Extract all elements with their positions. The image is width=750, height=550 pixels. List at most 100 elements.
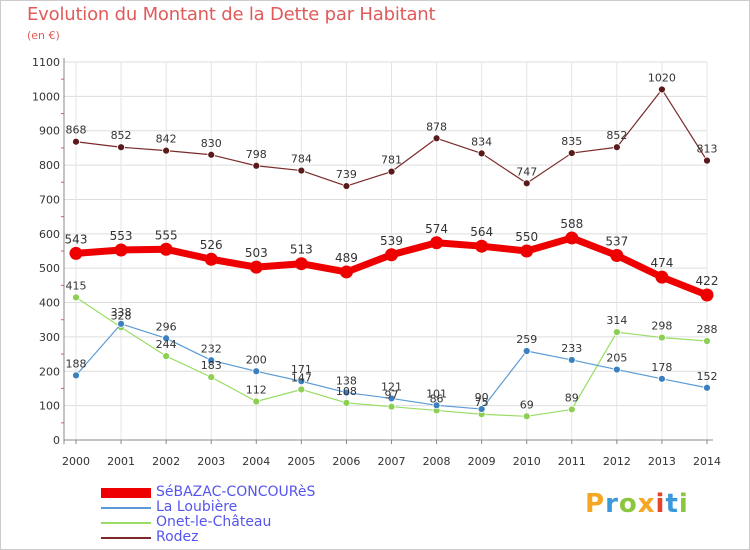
- series-1-data-label: 171: [291, 363, 312, 376]
- logo-letter: i: [678, 489, 689, 519]
- series-1-point: [162, 334, 171, 343]
- series-1-data-label: 296: [156, 320, 177, 333]
- legend-label: Onet-le-Château: [156, 514, 272, 530]
- series-0-data-label: 555: [155, 228, 178, 242]
- series-1-point: [703, 383, 711, 392]
- series-2-data-label: 244: [156, 338, 177, 351]
- series-0-point: [700, 288, 714, 302]
- x-tick-label: 2007: [378, 455, 406, 468]
- series-3-point: [72, 137, 80, 146]
- series-1-point: [477, 405, 486, 413]
- series-1-point: [342, 388, 351, 397]
- series-3-point: [342, 182, 351, 190]
- series-0-point: [69, 246, 83, 260]
- series-1-data-label: 259: [516, 333, 537, 346]
- series-2-data-label: 86: [430, 392, 444, 405]
- series-0-point: [610, 248, 624, 262]
- x-tick-label: 2009: [468, 455, 496, 468]
- logo-letter: o: [618, 489, 638, 519]
- series-1-data-label: 121: [381, 380, 402, 393]
- x-tick-label: 2010: [513, 455, 541, 468]
- series-1-point: [387, 394, 396, 403]
- x-tick-label: 2000: [62, 455, 90, 468]
- y-tick-label: 100: [39, 400, 60, 413]
- series-0-point: [114, 243, 128, 257]
- y-tick-label: 600: [39, 228, 60, 241]
- x-tick-label: 2008: [423, 455, 451, 468]
- logo-letter: i: [655, 489, 666, 519]
- series-1-point: [252, 367, 261, 376]
- series-1-data-label: 188: [66, 357, 87, 370]
- series-0-data-label: 513: [290, 243, 313, 257]
- series-3-data-label: 878: [426, 120, 447, 133]
- series-3-point: [703, 156, 711, 165]
- series-0-data-label: 564: [470, 225, 493, 239]
- legend-label: SéBAZAC-CONCOURèS: [156, 484, 316, 500]
- series-0-data-label: 503: [245, 246, 268, 260]
- series-2-data-label: 97: [385, 389, 399, 402]
- series-2-data-label: 288: [697, 323, 718, 336]
- series-0-data-label: 539: [380, 234, 403, 248]
- series-2-point: [252, 397, 261, 406]
- legend-label: La Loubière: [156, 499, 238, 515]
- series-1-data-label: 178: [651, 361, 672, 374]
- series-0-data-label: 588: [560, 217, 583, 231]
- series-3-data-label: 1020: [648, 71, 676, 84]
- series-2-data-label: 108: [336, 385, 357, 398]
- series-1-data-label: 101: [426, 387, 447, 400]
- series-3-point: [387, 167, 396, 176]
- series-2-data-label: 89: [565, 391, 579, 404]
- series-1-point: [207, 356, 216, 365]
- series-2-data-label: 75: [475, 396, 489, 409]
- series-1-data-label: 205: [606, 352, 627, 365]
- legend-swatch: [101, 522, 151, 524]
- x-tick-label: 2001: [107, 455, 135, 468]
- series-1-point: [522, 347, 531, 355]
- series-2-data-label: 314: [606, 314, 627, 327]
- series-3-point: [612, 143, 621, 152]
- series-2-data-label: 328: [111, 309, 132, 322]
- series-1-point: [567, 356, 576, 364]
- series-3-point: [477, 149, 486, 158]
- legend-label: Rodez: [156, 529, 199, 545]
- logo-letter: t: [665, 489, 679, 519]
- x-tick-label: 2012: [603, 455, 631, 468]
- series-2-point: [207, 373, 216, 382]
- series-3-point: [522, 179, 531, 188]
- series-3-point: [567, 149, 576, 157]
- series-3-data-label: 868: [66, 124, 87, 137]
- series-2-data-label: 147: [291, 371, 312, 384]
- series-0-data-label: 543: [65, 232, 88, 246]
- y-tick-label: 300: [39, 331, 60, 344]
- series-3-point: [162, 146, 171, 155]
- series-1-data-label: 152: [697, 370, 718, 383]
- series-0-point: [520, 244, 534, 258]
- series-0-point: [204, 252, 218, 266]
- series-0-point: [565, 231, 579, 245]
- y-tick-label: 200: [39, 365, 60, 378]
- x-tick-label: 2014: [693, 455, 721, 468]
- series-3-point: [658, 85, 666, 94]
- series-0-point: [655, 270, 669, 284]
- series-1-point: [117, 319, 125, 328]
- series-0-data-label: 537: [605, 234, 628, 248]
- series-3-point: [117, 143, 125, 152]
- y-tick-label: 400: [39, 297, 60, 310]
- series-2-point: [72, 293, 80, 302]
- series-3-point: [297, 166, 306, 175]
- x-tick-label: 2004: [242, 455, 270, 468]
- y-tick-label: 1100: [32, 56, 60, 69]
- series-2-point: [297, 385, 306, 394]
- chart-subtitle: (en €): [27, 29, 60, 42]
- series-3-data-label: 784: [291, 153, 312, 166]
- proxiti-logo: Proxiti: [585, 489, 689, 519]
- series-0-data-label: 574: [425, 222, 448, 236]
- series-0-point: [159, 242, 173, 256]
- series-0-point: [249, 260, 263, 274]
- series-0-data-label: 474: [650, 256, 673, 270]
- series-1-data-label: 200: [246, 353, 267, 366]
- y-tick-label: 800: [39, 159, 60, 172]
- x-tick-label: 2011: [558, 455, 586, 468]
- series-2-data-label: 112: [246, 384, 267, 397]
